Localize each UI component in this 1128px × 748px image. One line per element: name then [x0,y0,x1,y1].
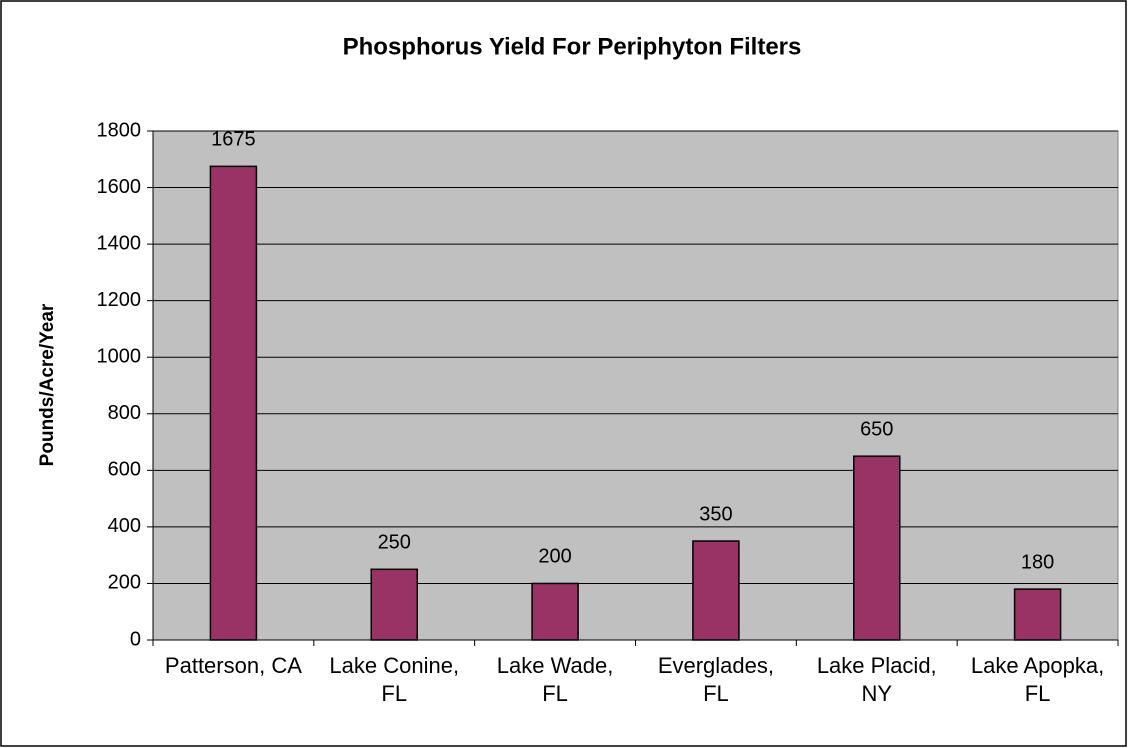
bar [853,455,901,641]
y-tick-label: 800 [108,402,141,424]
y-tick-label: 200 [108,572,141,594]
bar [370,568,418,641]
y-tick-label: 0 [130,628,141,650]
y-tick-label: 1600 [97,176,142,198]
data-label: 250 [378,532,411,554]
data-label: 350 [699,503,732,525]
chart-title: Phosphorus Yield For Periphyton Filters [343,33,802,60]
y-tick-label: 600 [108,459,141,481]
bar [531,582,579,641]
bar [1013,588,1062,641]
x-tick-label: Lake Placid, NY [816,653,937,706]
data-label: 180 [1021,551,1054,573]
x-tick-label: Everglades, FL [657,653,774,706]
x-tick-label: Lake Apopka, FL [970,653,1105,706]
bar [692,540,740,641]
y-tick-label: 400 [108,515,141,537]
data-label: 1675 [211,129,256,151]
data-label: 200 [538,546,571,568]
plot-area [152,130,1119,641]
y-tick-label: 1200 [97,289,142,311]
y-tick-label: 1000 [97,346,142,368]
data-label: 650 [860,418,893,440]
x-tick-label: Lake Conine, FL [329,653,460,706]
y-tick-label: 1400 [97,232,142,254]
y-tick-label: 1800 [97,119,142,141]
x-tick-label: Lake Wade, FL [496,653,614,706]
y-axis-title: Pounds/Acre/Year [37,303,58,466]
bar [209,165,258,641]
x-tick-label: Patterson, CA [164,653,302,678]
